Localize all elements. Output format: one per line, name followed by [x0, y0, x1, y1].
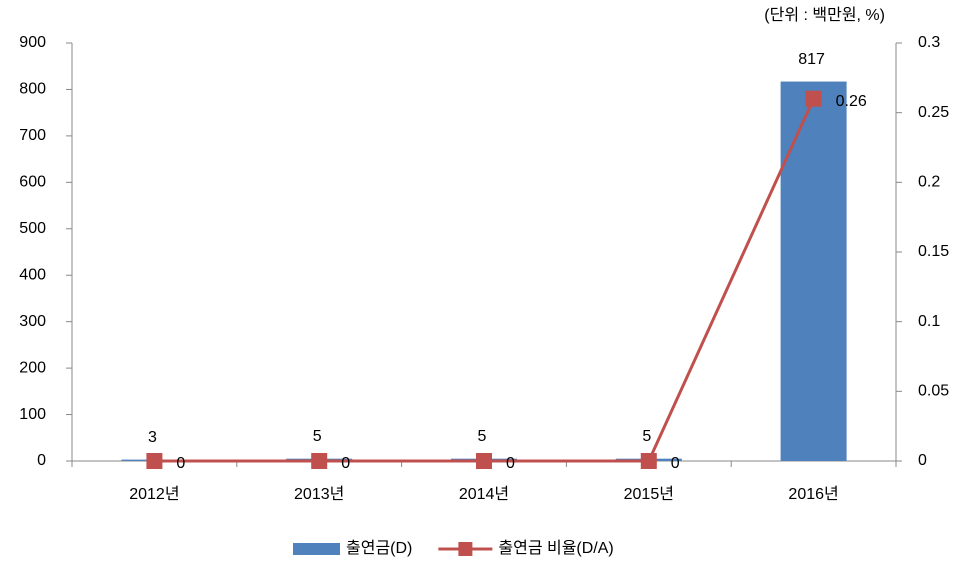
line-label: 0 [341, 455, 350, 472]
line-label: 0.26 [836, 93, 867, 110]
legend-label: 출연금(D) [346, 539, 412, 557]
y-tick-label: 200 [19, 359, 46, 376]
bar-label: 5 [478, 428, 487, 445]
y2-tick-label: 0.25 [918, 104, 949, 121]
x-tick-label: 2014년 [459, 485, 509, 503]
bar-label: 5 [642, 428, 651, 445]
y-tick-label: 800 [19, 81, 46, 98]
y2-tick-label: 0.15 [918, 243, 949, 260]
y2-tick-label: 0.3 [918, 34, 940, 51]
legend-marker [458, 542, 473, 556]
bar-label: 817 [798, 51, 825, 68]
x-tick-label: 2015년 [624, 485, 674, 503]
y-tick-label: 600 [19, 174, 46, 191]
y2-tick-label: 0.2 [918, 174, 940, 191]
y2-tick-label: 0 [918, 452, 927, 469]
legend-label: 출연금 비율(D/A) [498, 539, 613, 557]
legend-swatch [293, 543, 340, 555]
y-tick-label: 300 [19, 313, 46, 330]
x-tick-label: 2012년 [129, 485, 179, 503]
line [154, 98, 815, 463]
y-tick-label: 500 [19, 220, 46, 237]
line-label: 0 [506, 455, 515, 472]
line-marker [311, 453, 328, 469]
line-label: 0 [176, 455, 185, 472]
y-tick-label: 0 [37, 452, 46, 469]
line-marker [640, 453, 657, 469]
bar [780, 81, 847, 461]
line-marker [805, 90, 822, 107]
y-tick-label: 900 [19, 34, 46, 51]
y2-tick-label: 0.05 [918, 383, 949, 400]
y-tick-label: 400 [19, 266, 46, 283]
y2-tick-label: 0.1 [918, 313, 940, 330]
unit-note: (단위 : 백만원, %) [764, 6, 885, 24]
bar-label: 3 [148, 429, 157, 446]
x-tick-label: 2013년 [294, 485, 344, 503]
y-tick-label: 100 [19, 406, 46, 423]
bar-label: 5 [313, 428, 322, 445]
line-marker [146, 453, 163, 469]
line-label: 0 [671, 455, 680, 472]
y-tick-label: 700 [19, 127, 46, 144]
line-marker [476, 453, 492, 469]
x-tick-label: 2016년 [788, 485, 838, 503]
